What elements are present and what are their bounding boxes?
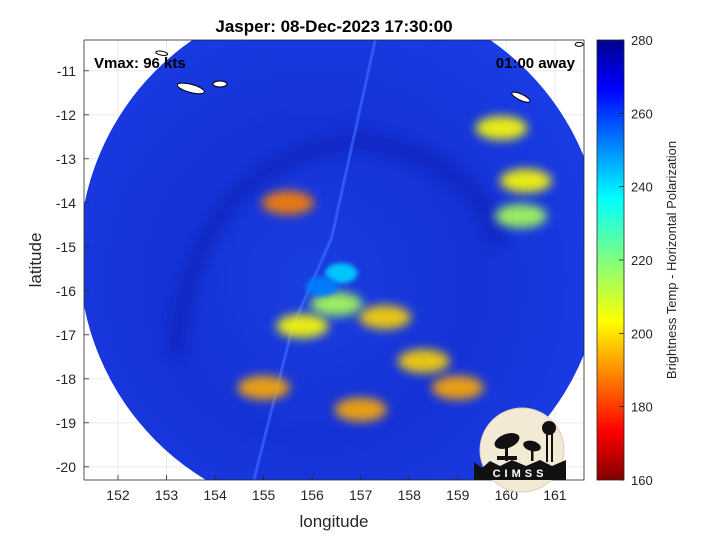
coastline-island xyxy=(574,41,584,47)
y-tick-label: -20 xyxy=(56,459,76,475)
temperature-feature xyxy=(494,204,547,228)
temperature-feature xyxy=(310,292,363,316)
y-ticks: -11 -12 -13 -14 -15 -16 -17 -18 -19 -20 xyxy=(56,63,89,475)
colorbar-label: Brightness Temp - Horizontal Polarizatio… xyxy=(664,141,679,379)
colorbar-tick-label: 200 xyxy=(631,326,653,341)
time-away-annotation: 01:00 away xyxy=(496,55,576,72)
y-tick-label: -15 xyxy=(56,239,76,255)
coastline-island xyxy=(212,80,228,88)
temperature-feature xyxy=(276,314,329,338)
colorbar-tick-label: 280 xyxy=(631,33,653,48)
x-axis-label: longitude xyxy=(299,512,368,531)
y-axis-label: latitude xyxy=(26,233,45,288)
colorbar-tick-label: 180 xyxy=(631,400,653,415)
coastline-island xyxy=(511,91,531,103)
cimss-logo: CIMSS xyxy=(474,407,566,493)
y-tick-label: -18 xyxy=(56,371,76,387)
temperature-feature xyxy=(358,305,411,330)
x-tick-label: 152 xyxy=(106,487,130,503)
y-tick-label: -11 xyxy=(57,63,76,79)
x-tick-label: 155 xyxy=(252,487,276,503)
temperature-feature xyxy=(475,116,528,140)
axes-frame xyxy=(83,39,585,481)
y-tick-label: -19 xyxy=(56,415,76,431)
coastlines xyxy=(155,41,584,103)
colorbar-tick-label: 260 xyxy=(631,106,653,121)
x-ticks: 152 153 154 155 156 157 158 159 160 161 xyxy=(106,475,567,503)
x-tick-label: 161 xyxy=(543,487,567,503)
x-tick-label: 156 xyxy=(300,487,324,503)
x-tick-label: 157 xyxy=(349,487,373,503)
y-tick-label: -13 xyxy=(56,151,76,167)
temperature-feature xyxy=(397,349,450,374)
rainband-shadow xyxy=(165,130,508,358)
y-tick-label: -12 xyxy=(56,107,76,123)
logo-text: CIMSS xyxy=(493,468,548,480)
temperature-feature xyxy=(261,190,314,215)
vmax-annotation: Vmax: 96 kts xyxy=(94,55,186,72)
y-tick-label: -14 xyxy=(56,195,76,211)
colorbar-tick-label: 240 xyxy=(631,180,653,195)
x-tick-label: 158 xyxy=(398,487,422,503)
temperature-feature xyxy=(499,168,552,193)
chart-title: Jasper: 08-Dec-2023 17:30:00 xyxy=(215,17,452,36)
temperature-feature xyxy=(237,375,290,400)
coastline-island xyxy=(176,82,205,95)
y-tick-label: -16 xyxy=(56,283,76,299)
temperature-feature xyxy=(431,375,484,400)
temperature-features xyxy=(165,40,552,480)
swath xyxy=(84,40,584,480)
colorbar-tick-label: 220 xyxy=(631,253,653,268)
temperature-feature xyxy=(334,397,387,422)
temperature-feature xyxy=(325,263,358,284)
x-tick-label: 153 xyxy=(155,487,179,503)
y-tick-label: -17 xyxy=(56,327,76,343)
coastline-island xyxy=(155,50,169,56)
colorbar-ticks: 280 260 240 220 200 180 160 xyxy=(619,33,653,488)
colorbar-tick-label: 160 xyxy=(631,473,653,488)
temperature-feature xyxy=(305,276,338,297)
x-tick-label: 159 xyxy=(446,487,470,503)
x-tick-label: 154 xyxy=(203,487,227,503)
